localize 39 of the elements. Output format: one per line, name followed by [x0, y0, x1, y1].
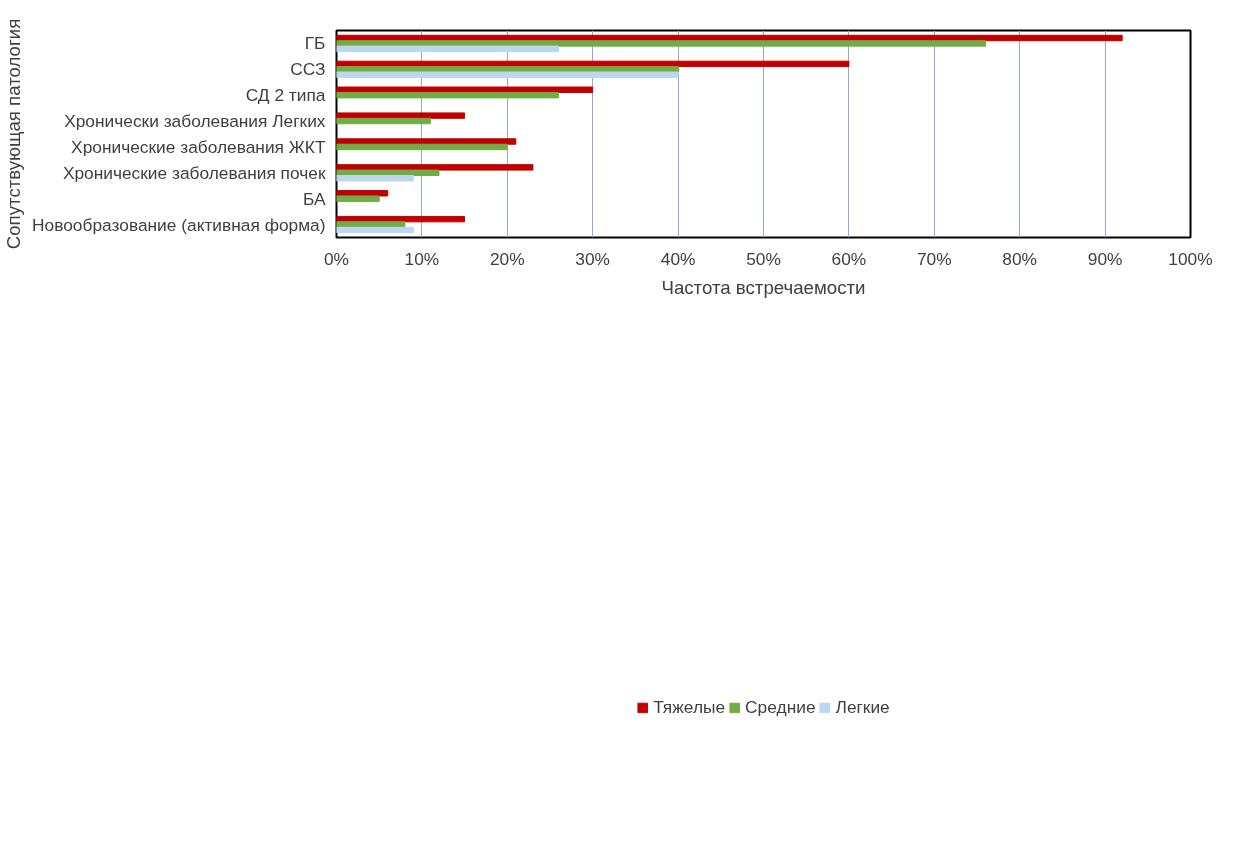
y-tick-label: БА	[302, 188, 326, 209]
bar	[336, 164, 534, 171]
bar	[336, 221, 406, 228]
x-tick-label: 50%	[746, 248, 781, 269]
x-tick-label: 70%	[916, 248, 952, 269]
bar	[336, 138, 517, 145]
bar	[336, 71, 679, 78]
y-tick-label: СД 2 типа	[245, 85, 326, 106]
bar	[336, 86, 594, 93]
legend-label: Легкие	[835, 696, 890, 718]
y-tick-label: Новообразование (активная форма)	[32, 214, 326, 235]
bar	[336, 112, 466, 119]
x-tick-label: 20%	[489, 248, 525, 269]
bar	[336, 91, 560, 99]
y-tick-label: ГБ	[304, 33, 326, 54]
x-tick-label: 100%	[1168, 248, 1213, 269]
y-tick-label: Хронические заболевания ЖКТ	[71, 136, 326, 157]
x-tick-label: 60%	[831, 248, 867, 269]
x-tick-label: 40%	[660, 248, 696, 269]
x-tick-label: 90%	[1087, 248, 1123, 269]
bar	[336, 143, 508, 151]
y-axis-title: Сопутствующая патология	[3, 18, 25, 250]
x-tick-label: 10%	[404, 248, 440, 269]
bar	[336, 175, 414, 182]
bar	[336, 226, 414, 234]
x-axis-title: Частота встречаемости	[661, 276, 866, 298]
bar	[336, 45, 560, 53]
legend-label: Средние	[745, 696, 816, 718]
legend-label: Тяжелые	[653, 696, 726, 718]
bar	[336, 40, 987, 47]
bar	[336, 195, 380, 202]
x-tick-label: 80%	[1002, 248, 1038, 269]
y-tick-label: Хронически заболевания Легких	[64, 111, 326, 132]
x-tick-label: 0%	[323, 248, 350, 269]
y-tick-label: Хронические заболевания почек	[62, 162, 326, 183]
y-tick-label: ССЗ	[290, 59, 326, 80]
bar	[336, 169, 440, 177]
bar	[336, 117, 431, 125]
x-tick-label: 30%	[575, 248, 611, 269]
